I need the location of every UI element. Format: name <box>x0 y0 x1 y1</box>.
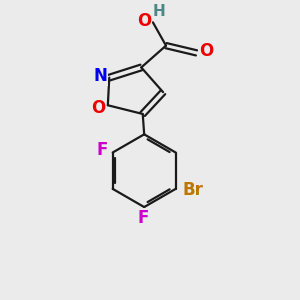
Text: O: O <box>92 99 106 117</box>
Text: F: F <box>137 209 148 227</box>
Text: Br: Br <box>183 181 204 199</box>
Text: H: H <box>153 4 166 19</box>
Text: O: O <box>199 42 213 60</box>
Text: N: N <box>94 67 107 85</box>
Text: O: O <box>137 12 151 30</box>
Text: F: F <box>97 141 108 159</box>
